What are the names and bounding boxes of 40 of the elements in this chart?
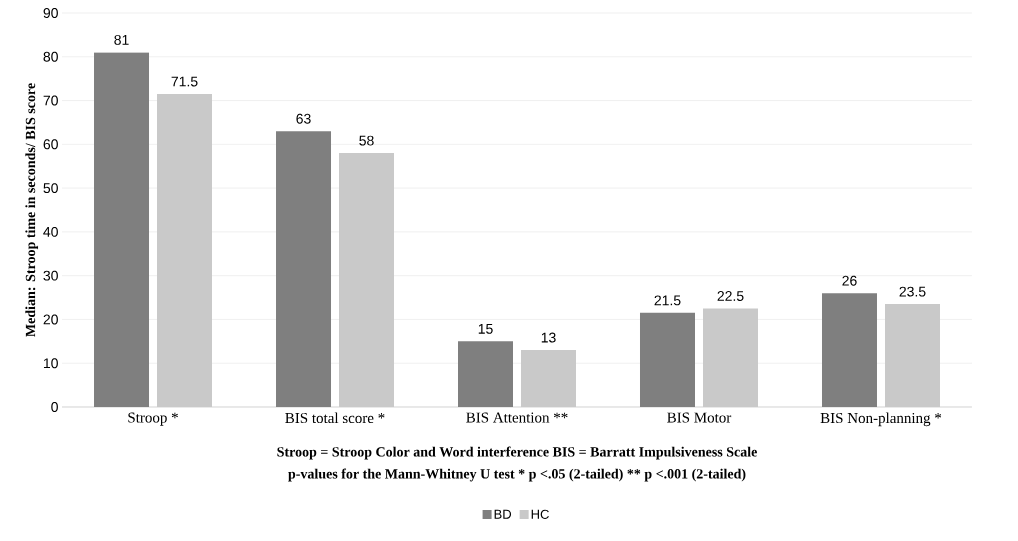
y-tick-label: 70 (43, 95, 58, 106)
data-label: 63 (296, 113, 311, 124)
text: Stroop = Stroop Color and Word interference BIS = Barratt Impulsiveness Scale (277, 446, 757, 460)
bar (276, 131, 332, 407)
y-tick-label: 60 (43, 139, 58, 150)
legend-label: BD (494, 509, 512, 519)
y-tick-label: 10 (43, 358, 58, 369)
x-tick-label: BIS total score * (285, 412, 385, 424)
bar (339, 153, 395, 407)
y-tick-label: 40 (43, 226, 58, 237)
bar (885, 304, 940, 407)
x-tick-label: BIS Non-planning * (820, 412, 942, 427)
data-label: 81 (114, 34, 129, 45)
x-tick-label: Stroop * (128, 412, 178, 426)
y-tick-label: 20 (43, 314, 58, 325)
legend-label: HC (531, 509, 549, 519)
bar (521, 350, 576, 407)
y-axis-title: Median: Stroop time in seconds/ BIS score (25, 83, 39, 337)
y-tick-label: 30 (43, 270, 58, 281)
y-tick-label: 0 (51, 402, 58, 412)
x-tick-label: BIS Motor (667, 412, 732, 423)
bar (822, 293, 877, 407)
bar (94, 52, 150, 407)
data-label: 15 (478, 324, 493, 334)
data-label: 71.5 (171, 76, 198, 87)
y-tick-label: 90 (43, 8, 58, 18)
data-label: 58 (359, 135, 374, 146)
data-label: 21.5 (654, 295, 681, 306)
data-label: 23.5 (899, 286, 926, 297)
y-tick-label: 80 (43, 51, 58, 62)
data-label: 22.5 (717, 291, 744, 301)
data-label: 13 (541, 332, 556, 343)
y-tick-label: 50 (43, 183, 58, 194)
text: p-values for the Mann-Whitney U test * p <.05 (2-tailed) ** p <.001 (2-tailed) (288, 468, 746, 482)
bar (703, 308, 758, 407)
x-tick-label: BIS Attention ** (466, 412, 568, 423)
bar (458, 341, 513, 407)
bar (640, 312, 695, 407)
data-label: 26 (842, 275, 857, 286)
bar (157, 93, 213, 407)
